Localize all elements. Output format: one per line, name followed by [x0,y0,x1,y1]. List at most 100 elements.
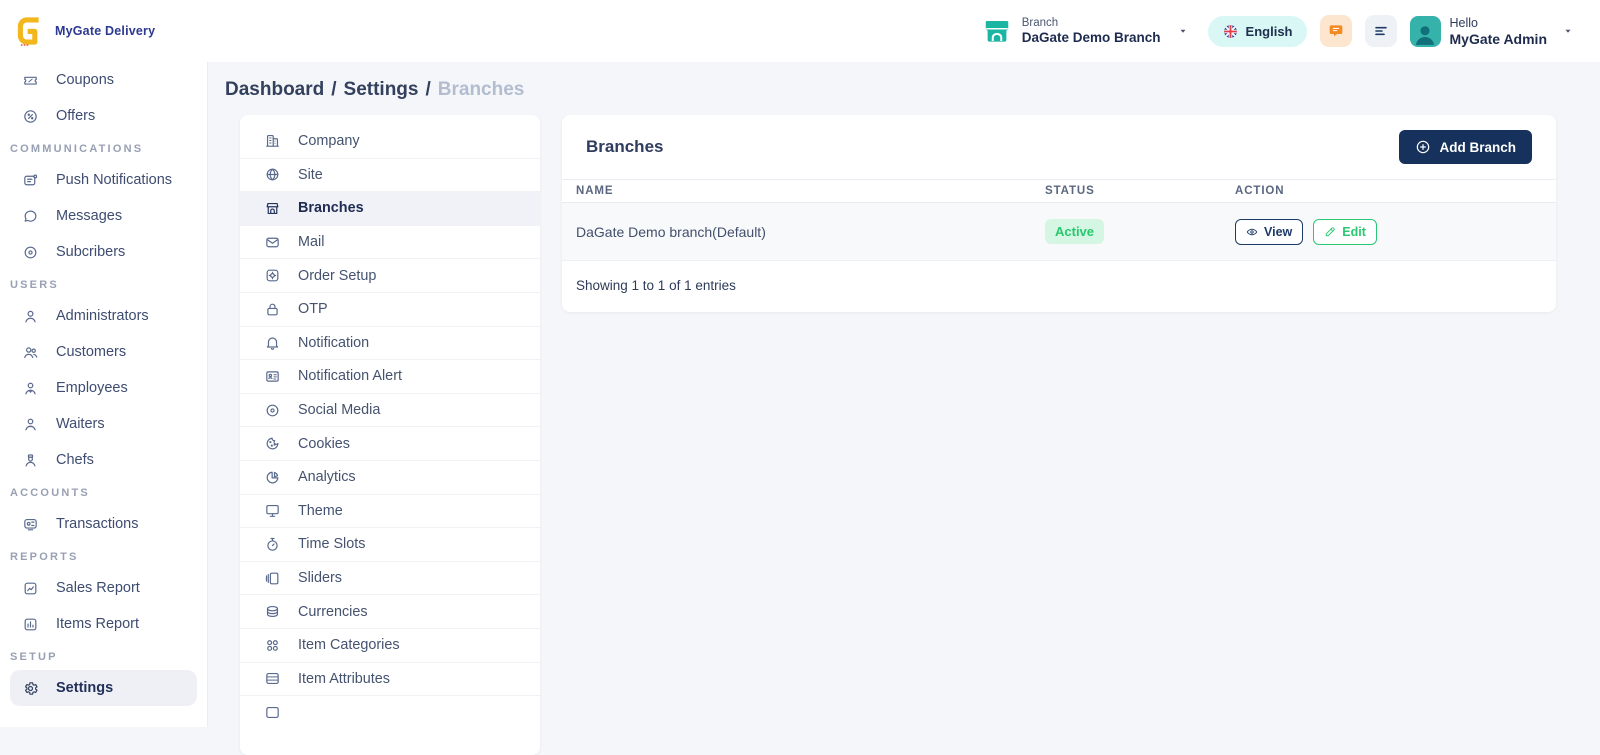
sidebar-item-sales-report[interactable]: Sales Report [0,570,207,606]
transactions-icon [22,516,39,533]
settings-menu-item-partial[interactable] [240,695,540,729]
align-left-icon [1373,23,1389,39]
sidebar-item-label: Administrators [56,308,149,324]
sidebar-item-chefs[interactable]: Chefs [0,442,207,478]
social-media-icon [264,402,281,419]
sidebar-item-employees[interactable]: Employees [0,370,207,406]
sidebar-section-setup: SETUP [0,644,207,670]
user-icon [22,308,39,325]
pie-chart-icon [264,469,281,486]
menu-toggle-button[interactable] [1365,15,1397,47]
uk-flag-icon [1222,23,1239,40]
sidebar-item-messages[interactable]: Messages [0,198,207,234]
edit-button[interactable]: Edit [1313,219,1377,245]
breadcrumb-separator: / [425,79,430,100]
settings-menu-item-mail[interactable]: Mail [240,225,540,259]
breadcrumb-current: Branches [438,79,525,100]
panel-title: Branches [586,137,663,157]
settings-menu-item-label: Currencies [298,604,368,620]
sidebar-section-accounts: ACCOUNTS [0,480,207,506]
sidebar-item-push-notifications[interactable]: Push Notifications [0,162,207,198]
user-menu[interactable]: Hello MyGate Admin [1410,16,1575,47]
sidebar-item-label: Coupons [56,72,114,88]
settings-menu-item-currencies[interactable]: Currencies [240,594,540,628]
settings-menu-item-notification-alert[interactable]: Notification Alert [240,359,540,393]
view-label: View [1264,225,1292,239]
branch-name-cell: DaGate Demo branch(Default) [576,224,1045,240]
cookie-icon [264,435,281,452]
branch-selector[interactable]: Branch DaGate Demo Branch [982,16,1189,46]
settings-menu-item-label: Analytics [298,469,356,485]
chat-bubble-icon [22,208,39,225]
store-icon [264,200,281,217]
language-selector[interactable]: English [1208,16,1307,47]
messages-quick-button[interactable] [1320,15,1352,47]
sidebar-item-coupons[interactable]: Coupons [0,62,207,98]
settings-menu-item-label: Mail [298,234,324,250]
timer-icon [264,536,281,553]
sliders-icon [264,570,281,587]
settings-menu-item-notification[interactable]: Notification [240,326,540,360]
settings-menu-item-site[interactable]: Site [240,158,540,192]
sidebar-item-customers[interactable]: Customers [0,334,207,370]
settings-menu-item-branches[interactable]: Branches [240,191,540,225]
id-card-icon [264,368,281,385]
branches-panel: Branches Add Branch NAME STATUS ACTION D… [562,115,1556,312]
sidebar-item-subcribers[interactable]: Subcribers [0,234,207,270]
sidebar-item-administrators[interactable]: Administrators [0,298,207,334]
sidebar-item-label: Chefs [56,452,94,468]
settings-menu-item-order-setup[interactable]: Order Setup [240,258,540,292]
sidebar-section-reports: REPORTS [0,544,207,570]
table-row: DaGate Demo branch(Default) Active View [562,203,1556,261]
sidebar-item-label: Waiters [56,416,105,432]
settings-menu-item-otp[interactable]: OTP [240,292,540,326]
sales-report-icon [22,580,39,597]
settings-menu-item-sliders[interactable]: Sliders [240,561,540,595]
plus-circle-icon [1415,139,1431,155]
sidebar-item-offers[interactable]: Offers [0,98,207,134]
breadcrumb-dashboard[interactable]: Dashboard [225,79,324,100]
lock-icon [264,301,281,318]
status-badge: Active [1045,219,1104,244]
settings-menu-item-item-categories[interactable]: Item Categories [240,628,540,662]
sidebar-item-label: Items Report [56,616,139,632]
waiter-icon [22,416,39,433]
settings-menu-item-item-attributes[interactable]: Item Attributes [240,662,540,696]
breadcrumb-settings[interactable]: Settings [344,79,419,100]
sidebar-item-label: Settings [56,680,113,696]
settings-menu-item-label: Notification [298,335,369,351]
globe-icon [264,166,281,183]
coins-icon [264,603,281,620]
settings-menu-item-label: Sliders [298,570,342,586]
gear-icon [22,680,39,697]
settings-menu-item-label: Theme [298,503,343,519]
add-branch-button[interactable]: Add Branch [1399,130,1532,164]
settings-menu-item-time-slots[interactable]: Time Slots [240,527,540,561]
view-button[interactable]: View [1235,219,1303,245]
settings-menu-item-label: Social Media [298,402,380,418]
storefront-icon [982,16,1012,46]
settings-menu-item-analytics[interactable]: Analytics [240,460,540,494]
settings-menu-item-theme[interactable]: Theme [240,494,540,528]
sidebar-item-waiters[interactable]: Waiters [0,406,207,442]
settings-menu-item-label: Branches [298,200,364,216]
settings-menu-item-label: Notification Alert [298,368,402,384]
sidebar-item-transactions[interactable]: Transactions [0,506,207,542]
target-icon [22,244,39,261]
sidebar-section-communications: COMMUNICATIONS [0,136,207,162]
settings-menu-item-company[interactable]: Company [240,124,540,158]
settings-menu-item-cookies[interactable]: Cookies [240,426,540,460]
sidebar-item-items-report[interactable]: Items Report [0,606,207,642]
sidebar-item-label: Employees [56,380,128,396]
settings-menu-item-social-media[interactable]: Social Media [240,393,540,427]
eye-icon [1246,226,1258,238]
ticket-icon [22,72,39,89]
column-action: ACTION [1235,185,1542,197]
sidebar-item-label: Sales Report [56,580,140,596]
sidebar-item-settings[interactable]: Settings [10,670,197,706]
branch-value: DaGate Demo Branch [1022,30,1161,46]
settings-menu-item-label: Order Setup [298,268,376,284]
